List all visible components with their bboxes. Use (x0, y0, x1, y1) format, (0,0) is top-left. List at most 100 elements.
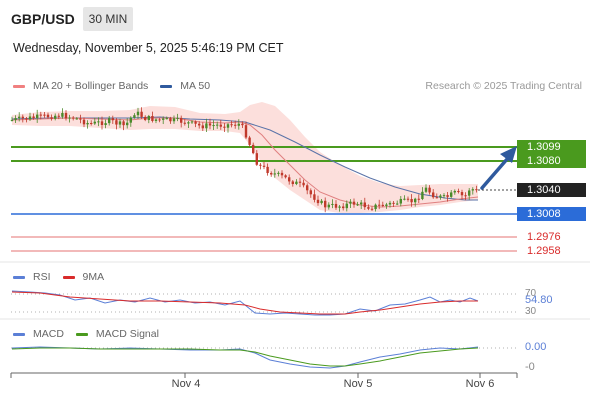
macd-level-label-neg: -0 (525, 361, 535, 373)
price-tag-resistance-2: 1.3099 (517, 140, 586, 154)
candle-body (154, 119, 158, 121)
candle-body (298, 181, 302, 183)
timeframe-badge[interactable]: 30 MIN (83, 7, 133, 31)
candle-body (180, 117, 183, 123)
legend-swatch (160, 84, 173, 88)
candle-body (216, 124, 219, 126)
candle-body (61, 112, 64, 117)
candle-body (446, 195, 449, 197)
ma50-line (11, 116, 478, 201)
candle-body (273, 173, 276, 175)
legend-item-rsi[interactable]: RSI (13, 271, 51, 283)
candle-body (385, 204, 388, 206)
candle-body (144, 116, 147, 121)
candle-body (169, 118, 172, 122)
candle-body (90, 123, 93, 125)
candle-body (244, 125, 248, 138)
legend-item-macd[interactable]: MACD (13, 328, 64, 340)
candle-body (54, 115, 57, 119)
candle-body (212, 125, 215, 127)
candle-body (288, 177, 291, 182)
legend-item-ma50[interactable]: MA 50 (160, 80, 210, 92)
candle-body (363, 202, 366, 208)
candle-body (457, 190, 460, 193)
candle-body (162, 118, 165, 120)
legend-label: MACD Signal (95, 328, 159, 340)
rsi-level-label-30: 30 (525, 306, 537, 317)
candle-body (345, 203, 348, 209)
candle-body (259, 164, 262, 166)
candle-body (309, 190, 312, 195)
candle-body (295, 181, 298, 185)
x-tick-label-nov4: Nov 4 (172, 378, 201, 390)
legend-item-rsi-9ma[interactable]: 9MA (62, 271, 104, 283)
candle-body (280, 172, 284, 176)
candle-body (248, 137, 251, 145)
candle-body (435, 197, 438, 199)
candle-body (424, 187, 428, 192)
candle-body (442, 195, 446, 197)
bollinger-band-area (12, 102, 478, 213)
legend-item-macd-signal[interactable]: MACD Signal (75, 328, 159, 340)
candle-body (129, 117, 132, 123)
candle-body (14, 118, 17, 120)
candle-body (349, 201, 352, 204)
candle-body (302, 182, 305, 186)
candle-body (136, 111, 140, 116)
price-tag-current: 1.3040 (517, 183, 586, 197)
rsi-9ma-line (11, 291, 478, 315)
candle-body (176, 117, 179, 119)
price-tag-pivot: 1.3008 (517, 207, 586, 221)
legend-item-ma20-bollinger[interactable]: MA 20 + Bollinger Bands (13, 80, 148, 92)
candle-body (370, 208, 374, 210)
candle-body (406, 198, 410, 200)
candle-body (32, 116, 35, 119)
candlestick-series (10, 107, 478, 213)
x-tick-label-nov6: Nov 6 (466, 378, 495, 390)
candle-body (270, 173, 273, 175)
macd-legend: MACD MACD Signal (13, 328, 171, 340)
symbol-title: GBP/USD (11, 11, 75, 27)
candle-body (172, 118, 176, 122)
main-legend: MA 20 + Bollinger Bands MA 50 (13, 80, 222, 92)
candle-body (252, 144, 255, 154)
candle-body (10, 119, 14, 121)
candle-body (133, 115, 136, 118)
price-tag-support-2: 1.2958 (527, 245, 561, 257)
candle-body (50, 117, 53, 119)
candle-body (187, 122, 190, 124)
candle-body (396, 203, 399, 205)
candle-body (43, 114, 46, 116)
candle-body (316, 199, 320, 204)
candle-body (421, 191, 424, 200)
candle-body (57, 115, 60, 117)
candle-body (118, 121, 122, 125)
candle-body (28, 116, 32, 120)
candle-body (367, 207, 370, 209)
rsi-legend: RSI 9MA (13, 271, 116, 283)
candle-body (471, 189, 474, 191)
candle-body (410, 198, 413, 203)
candle-body (468, 190, 471, 196)
legend-label: MA 20 + Bollinger Bands (33, 80, 149, 92)
candle-body (453, 190, 456, 193)
candle-body (262, 165, 266, 167)
candle-body (475, 189, 478, 191)
candle-body (291, 181, 294, 185)
candle-body (342, 206, 345, 209)
candle-body (334, 203, 338, 208)
macd-signal-line (11, 347, 479, 367)
forecast-arrow (480, 146, 517, 190)
candle-body (388, 202, 392, 205)
candle-body (79, 118, 82, 120)
candle-body (450, 192, 453, 197)
candle-body (392, 202, 395, 204)
candle-body (464, 195, 467, 197)
candle-body (403, 198, 406, 200)
candle-body (223, 126, 226, 128)
candle-body (338, 206, 341, 208)
candle-body (194, 121, 197, 124)
candle-body (18, 116, 21, 119)
legend-label: MA 50 (180, 80, 211, 92)
